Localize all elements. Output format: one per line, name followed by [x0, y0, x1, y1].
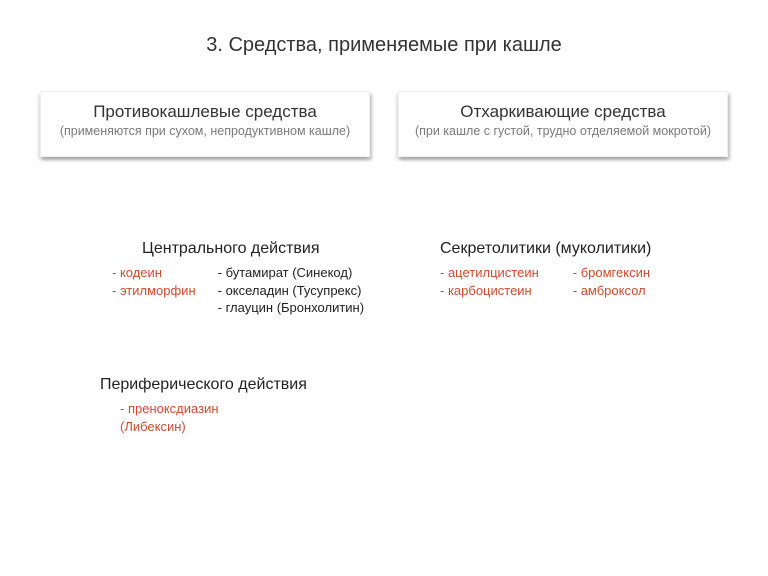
central-heading: Центрального действия — [142, 240, 432, 258]
secreto-heading: Секретолитики (муколитики) — [440, 240, 740, 258]
central-col1: - кодеин - этилморфин — [112, 264, 196, 317]
list-item: - ацетилцистеин — [440, 264, 539, 282]
list-item: - бромгексин — [573, 264, 650, 282]
list-item: - глауцин (Бронхолитин) — [218, 299, 364, 317]
list-item: (Либексин) — [120, 418, 400, 436]
card-expectorant-title: Отхаркивающие средства — [413, 102, 713, 122]
list-item: - карбоцистеин — [440, 282, 539, 300]
list-item: - амброксол — [573, 282, 650, 300]
card-antitussive-sub: (применяются при сухом, непродуктивном к… — [55, 124, 355, 140]
secreto-col1: - ацетилцистеин - карбоцистеин — [440, 264, 539, 299]
card-antitussive-title: Противокашлевые средства — [55, 102, 355, 122]
list-item: - кодеин — [112, 264, 196, 282]
slide-title: 3. Средства, применяемые при кашле — [0, 0, 768, 57]
card-expectorant: Отхаркивающие средства (при кашле с густ… — [398, 91, 728, 157]
central-col2: - бутамират (Синекод) - окселадин (Тусуп… — [218, 264, 364, 317]
peripheral-heading: Периферического действия — [100, 376, 400, 394]
list-item: - преноксдиазин — [120, 400, 400, 418]
section-central-action: Центрального действия - кодеин - этилмор… — [112, 240, 432, 317]
list-item: - бутамират (Синекод) — [218, 264, 364, 282]
list-item: - окселадин (Тусупрекс) — [218, 282, 364, 300]
section-peripheral-action: Периферического действия - преноксдиазин… — [100, 376, 400, 435]
card-expectorant-sub: (при кашле с густой, трудно отделяемой м… — [413, 124, 713, 140]
list-item: - этилморфин — [112, 282, 196, 300]
card-antitussive: Противокашлевые средства (применяются пр… — [40, 91, 370, 157]
category-cards-row: Противокашлевые средства (применяются пр… — [0, 91, 768, 157]
peripheral-items: - преноксдиазин (Либексин) — [120, 400, 400, 435]
section-secretolytics: Секретолитики (муколитики) - ацетилцисте… — [440, 240, 740, 299]
secreto-col2: - бромгексин - амброксол — [573, 264, 650, 299]
